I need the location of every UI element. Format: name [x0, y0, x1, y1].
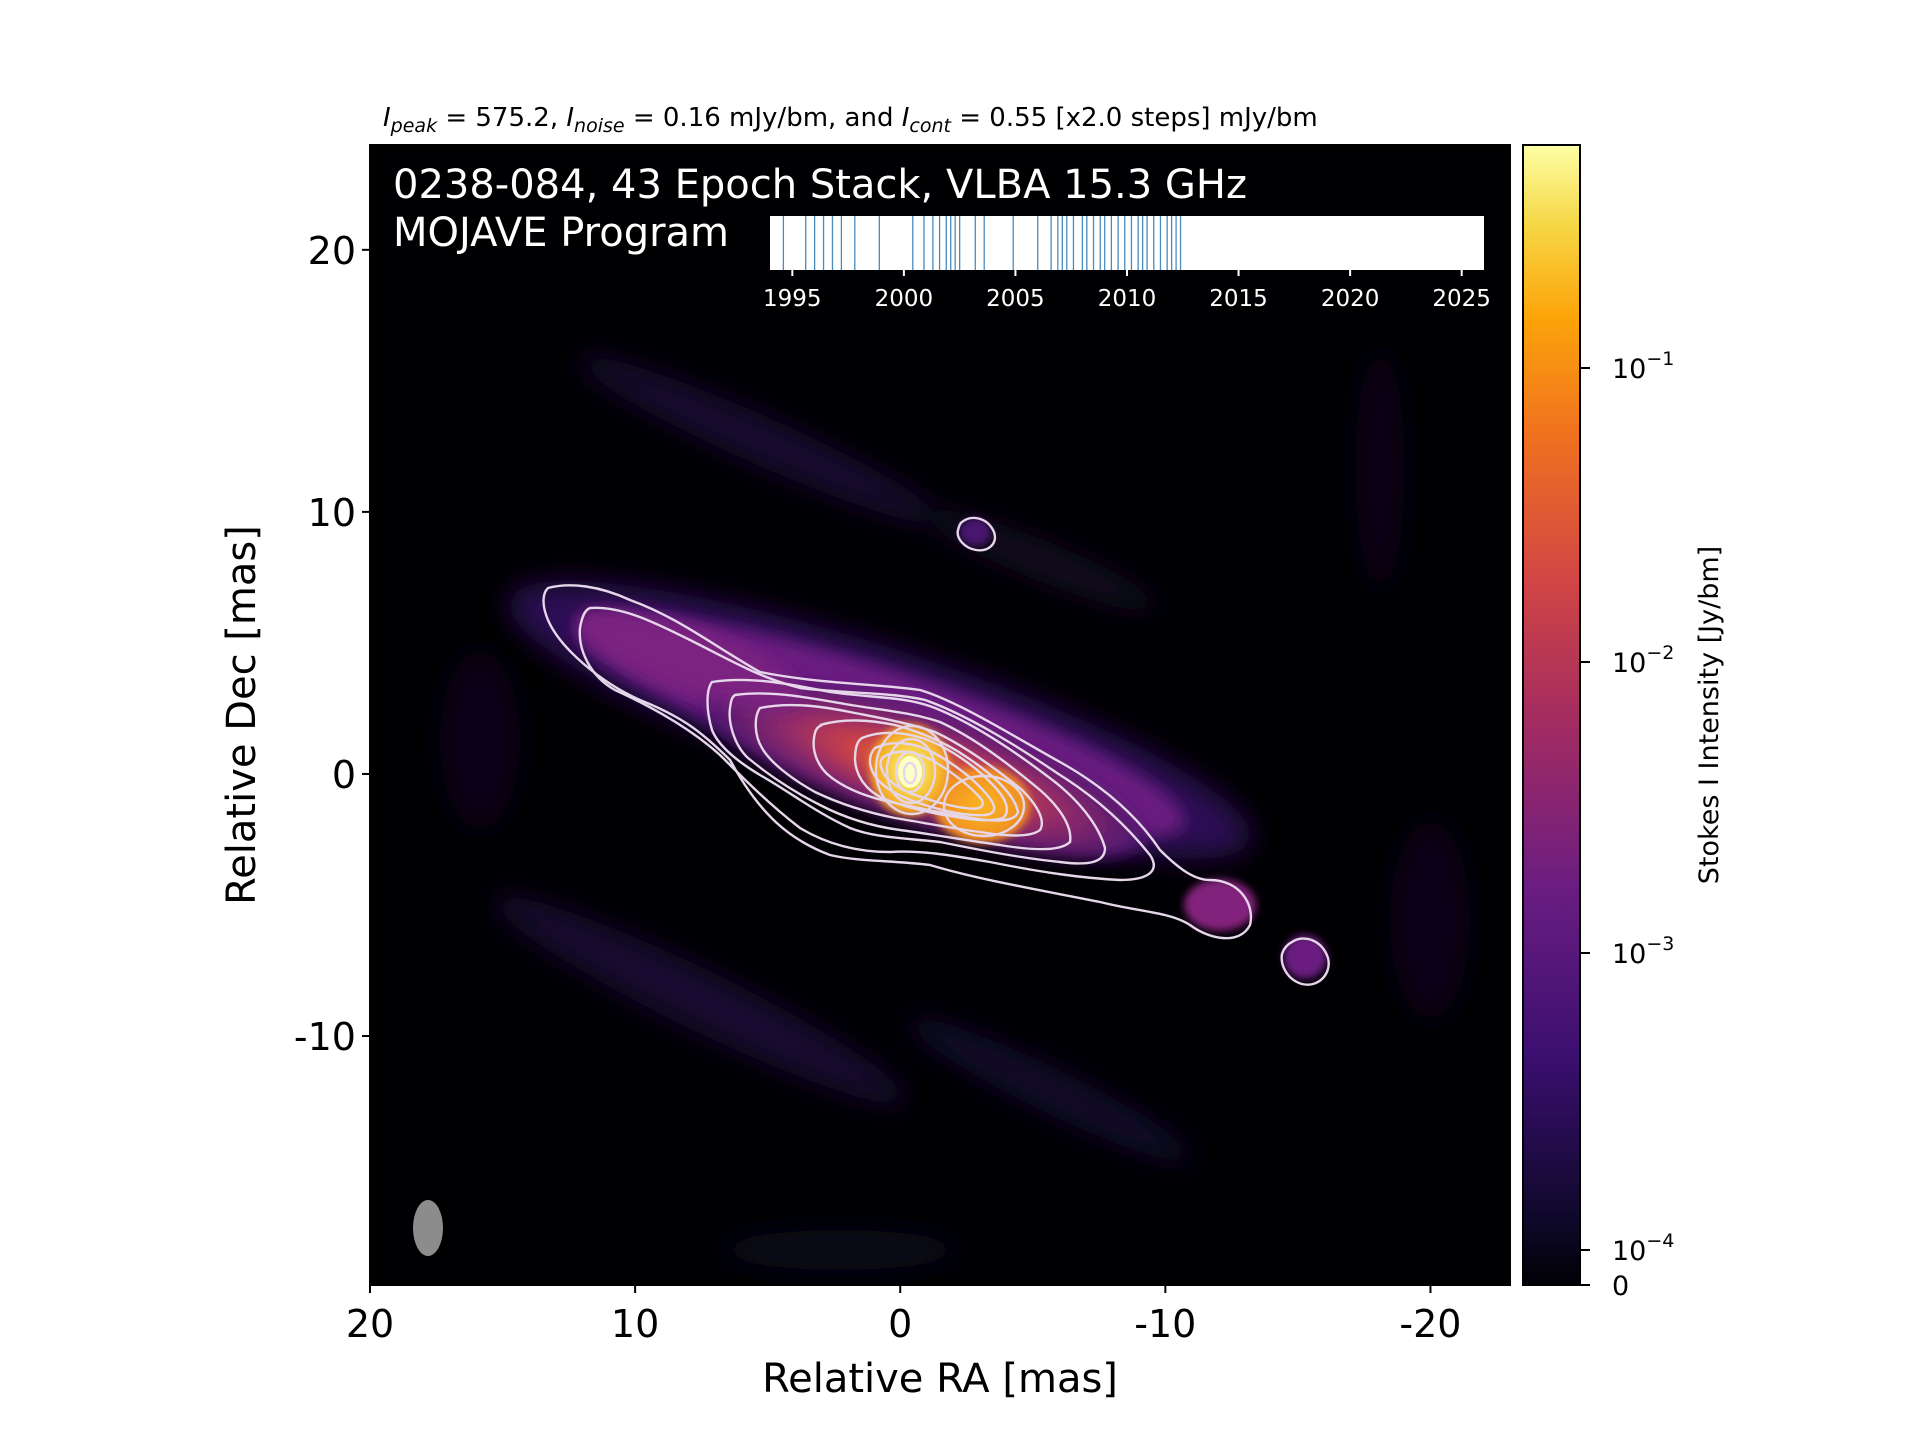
- colorbar-label: Stokes I Intensity [Jy/bm]: [1694, 546, 1725, 884]
- noise-subscript: noise: [574, 115, 625, 137]
- x-axis-ticks: 20 10 0 -10 -20: [346, 1285, 1462, 1346]
- timeline-tick-label: 2025: [1432, 286, 1491, 312]
- contour-level-5: [754, 703, 1044, 837]
- x-tick-label: -20: [1399, 1302, 1461, 1346]
- timeline-tick-label: 2000: [875, 286, 934, 312]
- colorbar-tick-label: 10−4: [1612, 1230, 1674, 1267]
- x-tick-label: 20: [346, 1302, 394, 1346]
- plot-frame: [369, 144, 1511, 1286]
- chart-title-line1: 0238-084, 43 Epoch Stack, VLBA 15.3 GHz: [393, 162, 1247, 208]
- colorbar-tick-label: 0: [1612, 1271, 1629, 1302]
- timeline-tick-label: 2005: [986, 286, 1045, 312]
- noise-value: = 0.16 mJy/bm, and: [625, 103, 902, 133]
- cont-symbol: I: [902, 103, 910, 133]
- cont-subscript: cont: [909, 115, 952, 137]
- chart-title-line2: MOJAVE Program: [393, 210, 729, 256]
- timeline-tick-label: 1995: [763, 286, 822, 312]
- epoch-lines: [782, 216, 1182, 270]
- colorbar: 10−1 10−2 10−3 10−4 0 Stokes I Intensity [Jy…: [1522, 144, 1725, 1302]
- image-panel: 0238-084, 43 Epoch Stack, VLBA 15.3 GHz …: [369, 144, 1511, 1286]
- peak-symbol: I: [383, 103, 391, 133]
- contour-north-component: [956, 516, 997, 552]
- contour-level-7: [853, 731, 1009, 822]
- timeline-tick-label: 2015: [1209, 286, 1268, 312]
- contour-core-1: [874, 724, 950, 816]
- x-axis-label: Relative RA [mas]: [762, 1356, 1118, 1402]
- colorbar-tick-label: 10−2: [1612, 642, 1674, 679]
- contour-level-4: [728, 692, 1072, 851]
- timeline-box: [770, 216, 1484, 270]
- noise-symbol: I: [566, 103, 574, 133]
- contour-level-8: [868, 741, 996, 817]
- contours: [542, 516, 1330, 986]
- timeline-tick-label: 2010: [1098, 286, 1157, 312]
- chart-subtitle: Ipeak = 575.2, Inoise = 0.16 mJy/bm, and…: [383, 103, 1318, 137]
- beam-ellipse: [413, 1200, 443, 1256]
- y-tick-label: -10: [294, 1015, 356, 1059]
- y-tick-label: 0: [332, 753, 356, 797]
- contour-knot-1: [942, 774, 1026, 838]
- timeline-tick-label: 2020: [1321, 286, 1380, 312]
- x-tick-label: 0: [888, 1302, 912, 1346]
- y-tick-label: 10: [308, 491, 356, 535]
- y-axis-ticks: 20 10 0 -10: [294, 229, 370, 1059]
- cont-value: = 0.55 [x2.0 steps] mJy/bm: [951, 103, 1318, 133]
- y-axis-label: Relative Dec [mas]: [219, 525, 265, 905]
- x-tick-label: 10: [611, 1302, 659, 1346]
- contour-core-4: [902, 761, 918, 785]
- colorbar-ticks: 10−1 10−2 10−3 10−4 0: [1580, 348, 1674, 1302]
- colorbar-gradient: [1522, 144, 1581, 1286]
- contour-knot-component: [1280, 937, 1330, 986]
- contour-core-2: [885, 737, 937, 805]
- colorbar-tick-label: 10−1: [1612, 348, 1674, 385]
- contour-core-3: [894, 750, 926, 794]
- contour-level-1: [542, 584, 1253, 940]
- timeline-ticks: 1995 2000 2005 2010 2015 2020 2025: [763, 270, 1491, 312]
- epoch-timeline: 1995 2000 2005 2010 2015 2020 2025: [763, 216, 1491, 312]
- peak-subscript: peak: [390, 115, 438, 137]
- x-tick-label: -10: [1134, 1302, 1196, 1346]
- peak-value: = 575.2,: [437, 103, 566, 133]
- contour-level-3: [706, 678, 1107, 865]
- colorbar-tick-label: 10−3: [1612, 933, 1674, 970]
- y-tick-label: 20: [308, 229, 356, 273]
